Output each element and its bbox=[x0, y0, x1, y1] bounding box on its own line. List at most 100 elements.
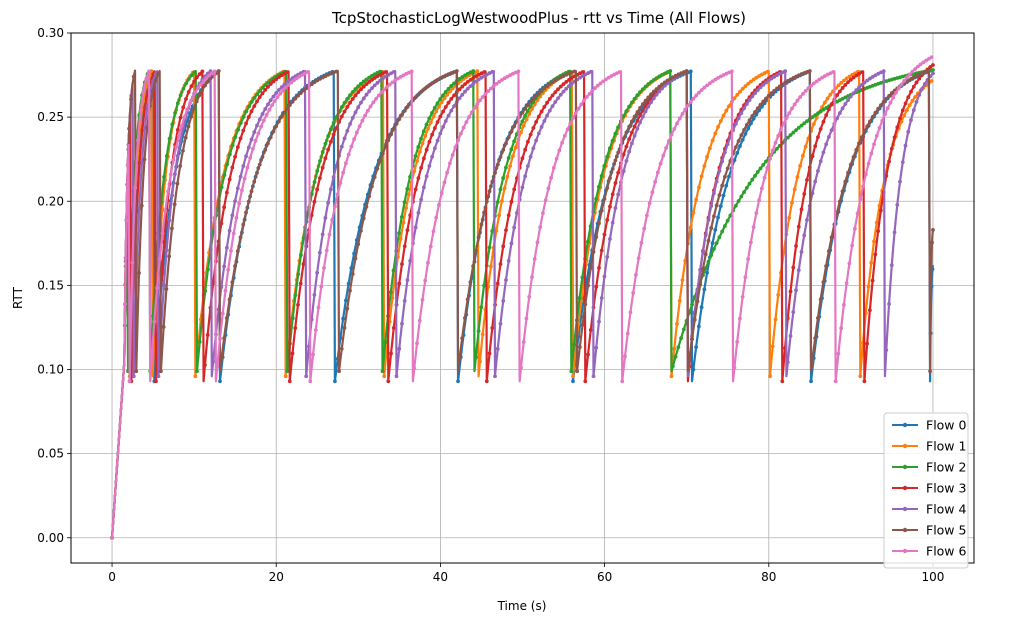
data-point bbox=[424, 85, 429, 90]
data-point bbox=[863, 172, 868, 177]
legend-marker bbox=[902, 464, 908, 470]
data-point bbox=[802, 121, 807, 126]
data-point bbox=[740, 86, 745, 91]
data-point bbox=[318, 159, 322, 163]
data-point bbox=[569, 81, 574, 86]
data-point bbox=[359, 228, 363, 233]
data-point bbox=[443, 105, 448, 109]
data-point bbox=[168, 172, 173, 177]
data-point bbox=[389, 351, 393, 356]
data-point bbox=[688, 100, 693, 104]
data-point bbox=[694, 93, 699, 98]
data-point bbox=[713, 131, 718, 136]
data-point bbox=[550, 80, 555, 85]
data-point bbox=[430, 81, 435, 86]
data-point bbox=[818, 109, 823, 114]
data-point bbox=[759, 186, 764, 191]
data-point bbox=[277, 119, 281, 124]
data-point bbox=[629, 119, 634, 124]
data-point bbox=[624, 130, 629, 135]
data-point bbox=[869, 260, 874, 265]
data-point bbox=[452, 104, 456, 109]
data-point bbox=[710, 241, 715, 246]
data-point bbox=[506, 258, 511, 263]
data-point bbox=[246, 199, 251, 204]
data-point bbox=[261, 118, 266, 123]
data-point bbox=[549, 175, 554, 180]
data-point bbox=[408, 258, 413, 263]
data-point bbox=[805, 119, 809, 124]
data-point bbox=[476, 329, 481, 333]
chart-title: TcpStochasticLogWestwoodPlus - rtt vs Ti… bbox=[331, 9, 746, 27]
data-point bbox=[874, 133, 879, 138]
data-point bbox=[792, 187, 797, 192]
data-point bbox=[416, 145, 421, 149]
data-point bbox=[275, 95, 280, 100]
data-point bbox=[758, 85, 763, 90]
data-point bbox=[799, 250, 804, 254]
data-point bbox=[473, 249, 478, 254]
data-point bbox=[409, 69, 414, 74]
data-point bbox=[439, 191, 444, 196]
data-point bbox=[285, 70, 290, 74]
data-point bbox=[623, 354, 627, 359]
data-point bbox=[487, 245, 492, 250]
data-point bbox=[599, 208, 604, 213]
data-point bbox=[707, 146, 712, 151]
data-point bbox=[750, 94, 755, 99]
data-point bbox=[421, 185, 426, 190]
data-point bbox=[780, 379, 785, 384]
data-point bbox=[534, 120, 539, 124]
data-point bbox=[497, 213, 502, 218]
data-point bbox=[230, 165, 235, 170]
data-point bbox=[134, 369, 139, 374]
data-point bbox=[727, 104, 731, 109]
data-point bbox=[227, 177, 232, 182]
data-point bbox=[255, 92, 260, 97]
data-point bbox=[718, 204, 723, 209]
data-point bbox=[235, 249, 240, 254]
data-point bbox=[589, 69, 593, 74]
data-point bbox=[457, 87, 462, 92]
data-point bbox=[171, 157, 176, 162]
data-point bbox=[200, 88, 205, 92]
data-point bbox=[561, 89, 566, 94]
data-point bbox=[423, 133, 428, 138]
data-point bbox=[868, 76, 872, 81]
data-point bbox=[601, 79, 606, 84]
data-point bbox=[724, 183, 729, 188]
data-point bbox=[729, 69, 734, 74]
data-point bbox=[646, 95, 651, 100]
data-point bbox=[386, 138, 391, 143]
data-point bbox=[448, 161, 452, 166]
data-point bbox=[479, 222, 484, 227]
data-point bbox=[787, 215, 792, 220]
data-point bbox=[627, 149, 632, 154]
data-point bbox=[345, 128, 350, 133]
x-axis-label: Time (s) bbox=[497, 599, 547, 613]
data-point bbox=[666, 139, 671, 144]
data-point bbox=[512, 139, 516, 144]
data-point bbox=[755, 106, 760, 111]
data-point bbox=[738, 316, 742, 321]
data-point bbox=[850, 243, 855, 248]
data-point bbox=[824, 113, 829, 118]
data-point bbox=[543, 198, 548, 203]
data-point bbox=[569, 369, 574, 374]
data-point bbox=[417, 318, 422, 323]
data-point bbox=[738, 89, 742, 94]
data-point bbox=[854, 88, 859, 93]
data-point bbox=[437, 104, 441, 109]
data-point bbox=[184, 97, 188, 101]
data-point bbox=[333, 379, 337, 384]
data-point bbox=[478, 359, 482, 364]
data-point bbox=[536, 131, 541, 136]
data-point bbox=[928, 65, 933, 69]
data-point bbox=[917, 93, 922, 97]
data-point bbox=[691, 367, 696, 372]
data-point bbox=[391, 268, 396, 273]
data-point bbox=[501, 244, 506, 249]
data-point bbox=[714, 203, 719, 208]
data-point bbox=[500, 78, 504, 82]
data-point bbox=[733, 145, 738, 150]
